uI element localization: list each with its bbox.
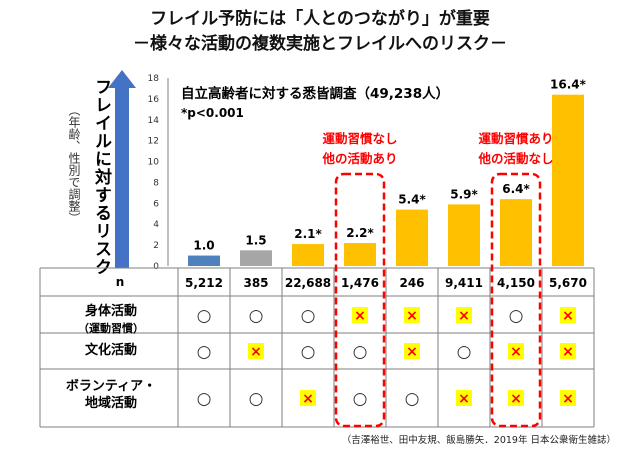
bar bbox=[500, 199, 532, 266]
annotation-left-line2: 他の活動あり bbox=[321, 151, 397, 166]
circle-mark: ○ bbox=[353, 342, 368, 362]
y-tick-label: 12 bbox=[148, 137, 159, 147]
row-label-physical-sub: （運動習慣） bbox=[78, 322, 144, 335]
bar bbox=[552, 94, 584, 266]
annotation-right-line1: 運動習慣あり bbox=[478, 131, 553, 146]
cross-mark: × bbox=[562, 308, 574, 324]
cross-mark: × bbox=[562, 344, 574, 360]
n-value: 385 bbox=[243, 276, 268, 290]
y-tick-label: 18 bbox=[148, 74, 160, 84]
row-label-cultural: 文化活動 bbox=[44, 342, 178, 359]
y-tick-label: 0 bbox=[153, 262, 159, 272]
n-label: n bbox=[116, 275, 125, 289]
bar-value-label: 5.4* bbox=[398, 193, 426, 207]
n-value: 5,670 bbox=[549, 276, 587, 290]
circle-mark: ○ bbox=[353, 389, 368, 409]
y-tick-label: 14 bbox=[148, 116, 160, 126]
circle-mark: ○ bbox=[405, 389, 420, 409]
slide-title: フレイル予防には「人とのつながり」が重要 bbox=[150, 9, 490, 29]
circle-mark: ○ bbox=[197, 389, 212, 409]
bar bbox=[396, 209, 428, 266]
significance-note: *p<0.001 bbox=[181, 106, 244, 120]
row-label-volunteer: ボランティア・ 地域活動 bbox=[44, 378, 178, 412]
bar-value-label: 16.4* bbox=[550, 78, 587, 92]
circle-mark: ○ bbox=[197, 306, 212, 326]
citation: （吉澤裕世、田中友規、飯島勝矢．2019年 日本公衆衛生雑誌） bbox=[341, 435, 616, 446]
cross-mark-bg bbox=[508, 343, 524, 359]
circle-mark: ○ bbox=[249, 306, 264, 326]
y-axis-note: （年齢、性別で調整） bbox=[67, 104, 81, 224]
bar bbox=[448, 204, 480, 266]
circle-mark: ○ bbox=[457, 342, 472, 362]
cross-mark-bg bbox=[560, 390, 576, 406]
row-label-physical: 身体活動 （運動習慣） bbox=[44, 303, 178, 337]
circle-mark: ○ bbox=[301, 306, 316, 326]
n-value: 4,150 bbox=[497, 276, 535, 290]
n-value: 1,476 bbox=[341, 276, 379, 290]
annotation-left-line1: 運動習慣なし bbox=[322, 131, 397, 146]
y-tick-label: 16 bbox=[148, 95, 160, 105]
circle-mark: ○ bbox=[249, 389, 264, 409]
bar bbox=[240, 250, 272, 266]
cross-mark-bg bbox=[404, 343, 420, 359]
bar-value-label: 5.9* bbox=[450, 187, 478, 201]
y-tick-label: 10 bbox=[148, 158, 160, 168]
cross-mark-bg bbox=[404, 307, 420, 323]
bar-value-label: 1.0 bbox=[193, 239, 214, 253]
cross-mark-bg bbox=[508, 390, 524, 406]
bar-value-label: 2.2* bbox=[346, 226, 374, 240]
row-label-physical-main: 身体活動 bbox=[84, 304, 137, 319]
bar-value-label: 6.4* bbox=[502, 182, 530, 196]
n-value: 246 bbox=[399, 276, 424, 290]
circle-mark: ○ bbox=[197, 342, 212, 362]
bar-value-label: 2.1* bbox=[294, 227, 322, 241]
cross-mark: × bbox=[562, 391, 574, 407]
bar bbox=[188, 255, 220, 266]
cross-mark-bg bbox=[248, 343, 264, 359]
cross-mark-bg bbox=[456, 307, 472, 323]
cross-mark: × bbox=[302, 391, 314, 407]
row-label-cultural-main: 文化活動 bbox=[84, 343, 137, 358]
cross-mark-bg bbox=[352, 307, 368, 323]
cross-mark: × bbox=[406, 344, 418, 360]
cross-mark-bg bbox=[560, 307, 576, 323]
y-tick-label: 4 bbox=[153, 220, 159, 230]
cross-mark-bg bbox=[456, 390, 472, 406]
y-tick-label: 6 bbox=[153, 199, 159, 209]
bar bbox=[344, 243, 376, 266]
n-value: 9,411 bbox=[445, 276, 483, 290]
cross-mark: × bbox=[250, 344, 262, 360]
study-title: 自立高齢者に対する悉皆調査（49,238人） bbox=[181, 85, 449, 102]
y-tick-label: 2 bbox=[153, 241, 159, 251]
y-axis-label: フレイルに対するリスク bbox=[91, 78, 111, 276]
cross-mark-bg bbox=[560, 343, 576, 359]
slide-subtitle: －様々な活動の複数実施とフレイルへのリスク－ bbox=[133, 34, 507, 54]
bar-value-label: 1.5 bbox=[245, 233, 266, 247]
circle-mark: ○ bbox=[301, 342, 316, 362]
annotation-right-line2: 他の活動なし bbox=[477, 151, 553, 166]
cross-mark: × bbox=[458, 391, 470, 407]
cross-mark: × bbox=[510, 391, 522, 407]
y-tick-label: 8 bbox=[153, 178, 159, 188]
cross-mark-bg bbox=[300, 390, 316, 406]
cross-mark: × bbox=[510, 344, 522, 360]
bar bbox=[292, 244, 324, 266]
highlight-box-right bbox=[490, 172, 542, 428]
cross-mark: × bbox=[406, 308, 418, 324]
circle-mark: ○ bbox=[509, 306, 524, 326]
n-value: 22,688 bbox=[285, 276, 331, 290]
row-label-volunteer-sub: 地域活動 bbox=[84, 396, 137, 411]
n-value: 5,212 bbox=[185, 276, 223, 290]
row-label-volunteer-main: ボランティア・ bbox=[65, 379, 157, 394]
cross-mark: × bbox=[354, 308, 366, 324]
highlight-box-left bbox=[334, 172, 386, 428]
cross-mark: × bbox=[458, 308, 470, 324]
